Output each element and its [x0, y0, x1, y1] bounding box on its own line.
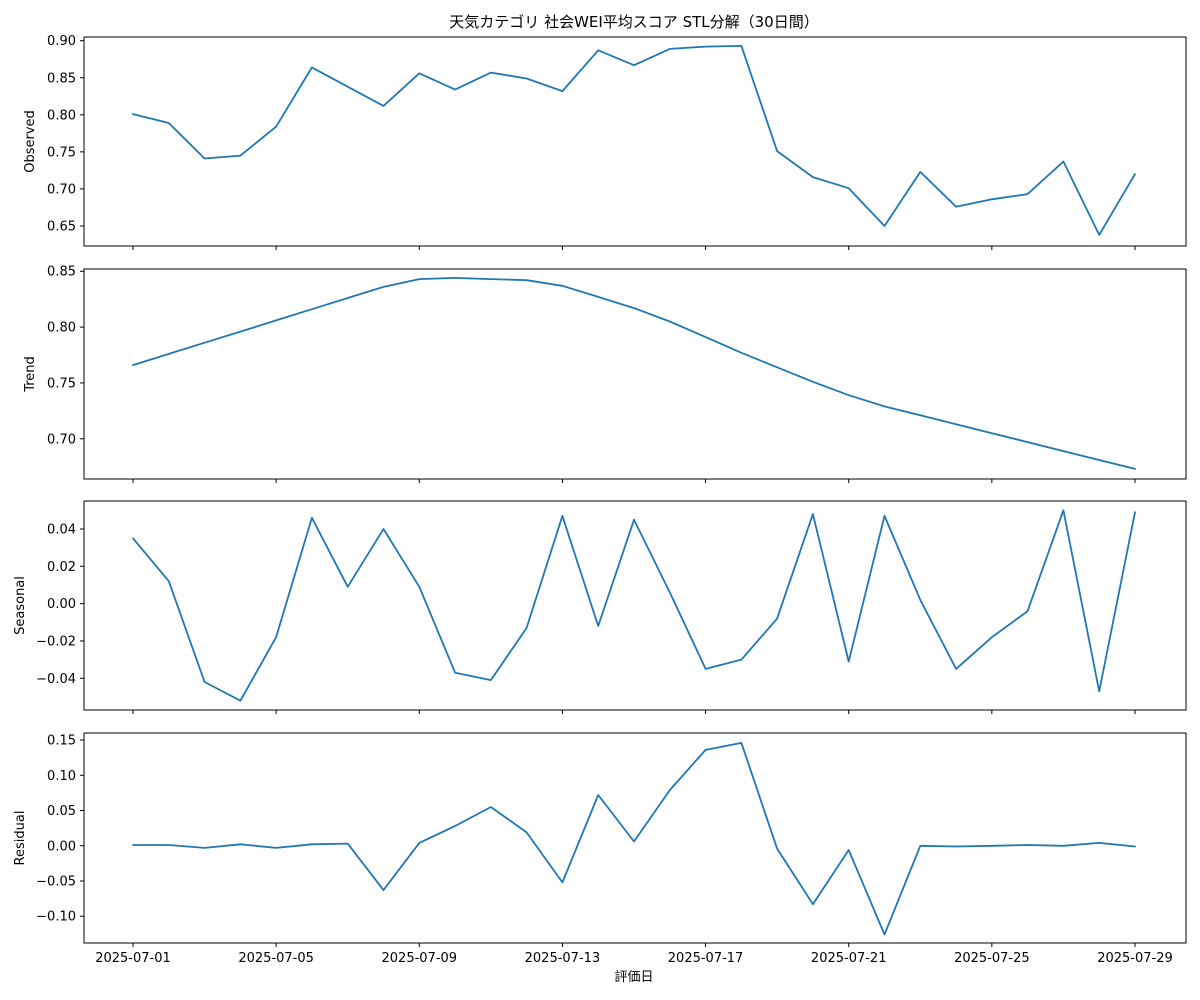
- trend-y-tick-label: 0.80: [47, 321, 76, 336]
- seasonal-y-tick-label: −0.04: [36, 672, 76, 687]
- trend-line: [132, 276, 1136, 470]
- panel-trend: 0.70 0.75 0.80 0.85 Trend: [23, 265, 1187, 483]
- x-tick-label: 2025-07-29: [1097, 951, 1173, 966]
- trend-axes-frame: [83, 268, 1187, 480]
- observed-y-tick-label: 0.75: [47, 145, 76, 160]
- panel-observed: 0.65 0.70 0.75 0.80 0.85 0.90 Observed: [23, 34, 1187, 250]
- panel-seasonal: −0.04 −0.02 0.00 0.02 0.04 Seasonal: [13, 500, 1187, 714]
- seasonal-y-axis-label: Seasonal: [13, 576, 28, 635]
- observed-y-tick-label: 0.85: [47, 71, 76, 86]
- observed-y-axis-label: Observed: [23, 110, 38, 173]
- trend-y-axis-label: Trend: [23, 356, 38, 393]
- observed-y-tick-label: 0.65: [47, 219, 76, 234]
- x-axis-label: 評価日: [614, 970, 653, 985]
- trend-y-tick-label: 0.85: [47, 265, 76, 280]
- observed-line: [132, 45, 1136, 236]
- seasonal-line: [132, 509, 1136, 702]
- x-tick-label: 2025-07-09: [382, 951, 458, 966]
- seasonal-axes-frame: [83, 500, 1187, 711]
- seasonal-y-tick-label: −0.02: [36, 634, 76, 649]
- seasonal-y-tick-label: 0.00: [47, 597, 76, 612]
- trend-y-tick-label: 0.70: [47, 432, 76, 447]
- residual-line: [132, 742, 1136, 936]
- residual-y-tick-label: −0.05: [36, 874, 76, 889]
- residual-axes-frame: [83, 732, 1187, 944]
- observed-y-tick-label: 0.80: [47, 108, 76, 123]
- x-tick-label: 2025-07-13: [525, 951, 601, 966]
- observed-y-tick-label: 0.90: [47, 34, 76, 49]
- observed-y-tick-label: 0.70: [47, 182, 76, 197]
- residual-y-tick-label: 0.15: [47, 734, 76, 749]
- x-tick-label: 2025-07-21: [811, 951, 887, 966]
- trend-y-tick-label: 0.75: [47, 376, 76, 391]
- x-tick-label: 2025-07-17: [668, 951, 744, 966]
- residual-y-tick-label: 0.00: [47, 839, 76, 854]
- x-tick-label: 2025-07-01: [95, 951, 171, 966]
- residual-y-tick-label: 0.05: [47, 804, 76, 819]
- observed-axes-frame: [83, 36, 1187, 247]
- seasonal-y-tick-label: 0.02: [47, 560, 76, 575]
- panel-residual: −0.10 −0.05 0.00 0.05 0.10 0.15 2025-07-01 2025…: [13, 732, 1187, 966]
- residual-y-axis-label: Residual: [13, 811, 28, 866]
- seasonal-y-tick-label: 0.04: [47, 522, 76, 537]
- panels-group: 0.65 0.70 0.75 0.80 0.85 0.90 Observed 0.70 0.75…: [13, 34, 1187, 966]
- x-tick-label: 2025-07-05: [238, 951, 314, 966]
- chart-title: 天気カテゴリ 社会WEI平均スコア STL分解（30日間）: [449, 13, 818, 31]
- residual-y-tick-label: −0.10: [36, 910, 76, 925]
- residual-y-tick-label: 0.10: [47, 769, 76, 784]
- x-tick-label: 2025-07-25: [954, 951, 1030, 966]
